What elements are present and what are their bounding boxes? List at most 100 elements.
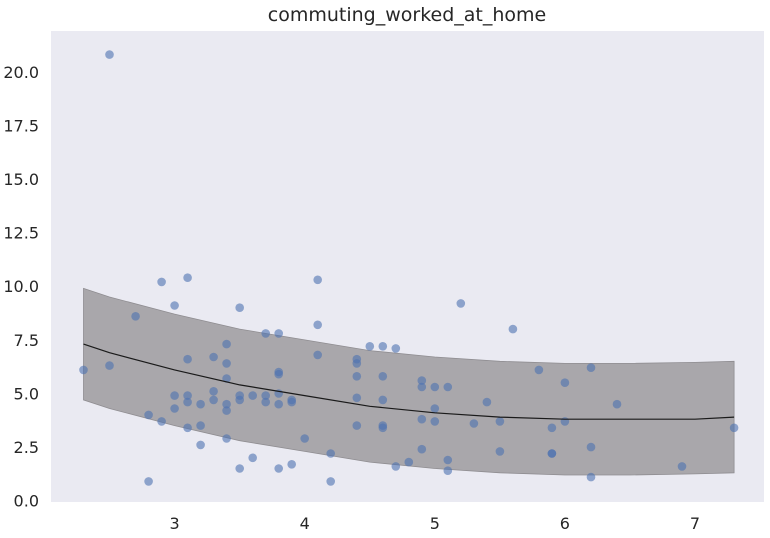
scatter-point: [313, 275, 323, 285]
scatter-point: [586, 472, 596, 482]
scatter-point: [209, 395, 218, 405]
x-tick-label: 7: [690, 514, 700, 533]
scatter-point: [443, 455, 453, 465]
scatter-point: [352, 359, 362, 368]
scatter-point: [482, 397, 492, 407]
scatter-point: [729, 423, 739, 433]
scatter-point: [560, 417, 570, 426]
scatter-point: [560, 378, 570, 388]
scatter-point: [404, 457, 414, 467]
scatter-point: [235, 395, 244, 405]
y-tick-label: 20.0: [3, 63, 39, 82]
scatter-point: [274, 369, 284, 379]
fit-line: [83, 343, 735, 420]
x-tick-label: 5: [430, 514, 440, 533]
scatter-point: [586, 363, 596, 373]
scatter-point: [183, 273, 192, 283]
scatter-point: [495, 447, 505, 456]
scatter-point: [430, 417, 440, 426]
scatter-point: [300, 434, 310, 443]
scatter-point: [105, 50, 114, 59]
scatter-point: [378, 423, 388, 433]
scatter-point: [196, 399, 205, 409]
y-tick-label: 7.5: [14, 331, 39, 350]
scatter-point: [209, 387, 218, 396]
scatter-point: [144, 410, 153, 420]
scatter-point: [495, 417, 505, 426]
scatter-point: [196, 440, 205, 450]
scatter-point: [131, 312, 140, 321]
chart-title: commuting_worked_at_home: [268, 4, 546, 26]
scatter-point: [586, 442, 596, 452]
scatter-point: [222, 406, 231, 415]
scatter-point: [183, 391, 192, 400]
scatter-point: [261, 391, 271, 400]
scatter-point: [352, 372, 362, 381]
scatter-point: [170, 391, 179, 400]
scatter-point: [469, 419, 479, 428]
scatter-point: [183, 423, 192, 433]
scatter-point: [508, 324, 518, 334]
scatter-point: [170, 404, 179, 413]
scatter-point: [209, 352, 218, 362]
scatter-points: [79, 50, 739, 486]
x-tick-label: 4: [300, 514, 310, 533]
scatter-point: [274, 399, 284, 409]
scatter-point: [378, 395, 388, 405]
scatter-point: [183, 354, 192, 364]
x-tick-label: 3: [170, 514, 180, 533]
scatter-point: [378, 372, 388, 381]
y-tick-label: 5.0: [14, 385, 39, 404]
scatter-point: [235, 464, 244, 473]
scatter-point: [222, 374, 231, 383]
scatter-point: [313, 320, 323, 330]
y-tick-label: 10.0: [3, 277, 39, 296]
scatter-point: [222, 399, 231, 409]
scatter-point: [534, 365, 544, 375]
scatter-point: [417, 376, 427, 385]
y-tick-label: 12.5: [3, 224, 39, 243]
scatter-point: [157, 417, 166, 426]
scatter-point: [287, 460, 297, 469]
scatter-point: [157, 277, 166, 287]
scatter-point: [547, 449, 557, 458]
y-tick-label: 0.0: [14, 492, 39, 511]
confidence-band: [83, 287, 735, 476]
scatter-point: [222, 339, 231, 349]
scatter-point: [352, 421, 362, 430]
scatter-point: [677, 462, 687, 471]
scatter-point: [222, 434, 231, 443]
scatter-point: [144, 477, 153, 486]
scatter-point: [313, 350, 323, 360]
x-axis-ticks: 3 4 5 6 7: [170, 514, 701, 533]
scatter-point: [170, 301, 179, 310]
scatter-point: [261, 329, 271, 338]
scatter-point: [417, 382, 427, 392]
y-axis-ticks: 0.0 2.5 5.0 7.5 10.0 12.5 15.0 17.5 20.0: [3, 63, 39, 511]
scatter-point: [443, 466, 453, 476]
scatter-point: [183, 397, 192, 407]
scatter-point: [326, 449, 336, 458]
scatter-point: [612, 399, 622, 409]
scatter-point: [391, 344, 401, 353]
scatter-point: [196, 421, 205, 430]
x-tick-label: 6: [560, 514, 570, 533]
scatter-point: [274, 464, 284, 473]
scatter-point: [235, 303, 244, 313]
scatter-point: [326, 477, 336, 486]
scatter-point: [352, 393, 362, 403]
scatter-point: [443, 382, 453, 392]
scatter-point: [274, 329, 284, 338]
y-tick-label: 2.5: [14, 438, 39, 457]
scatter-point: [365, 342, 375, 351]
scatter-point: [430, 382, 440, 392]
scatter-point: [222, 359, 231, 368]
scatter-point: [105, 361, 114, 370]
scatter-point: [417, 414, 427, 424]
scatter-point: [248, 453, 257, 463]
y-tick-label: 17.5: [3, 116, 39, 135]
scatter-point: [430, 404, 440, 413]
scatter-point: [79, 365, 88, 375]
scatter-point: [378, 342, 388, 351]
scatter-point: [391, 462, 401, 471]
